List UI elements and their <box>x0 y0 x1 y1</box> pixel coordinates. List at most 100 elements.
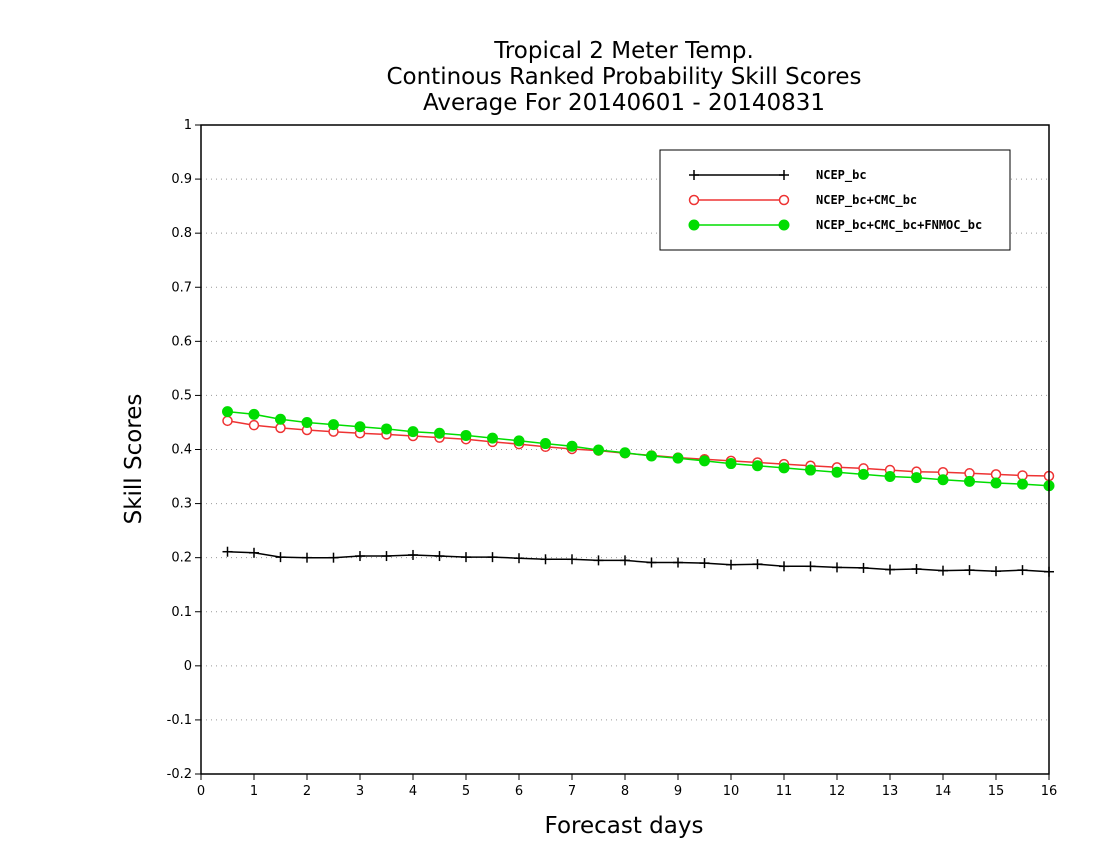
filled-circle-marker <box>513 435 525 447</box>
plus-marker <box>540 554 551 565</box>
legend-label: NCEP_bc <box>816 168 867 183</box>
plus-marker <box>779 170 789 180</box>
plus-marker <box>673 557 683 568</box>
filled-circle-marker <box>248 408 260 420</box>
series-layer <box>222 406 1055 577</box>
filled-circle-marker <box>778 219 790 231</box>
filled-circle-marker <box>858 468 869 480</box>
filled-circle-marker <box>407 426 419 438</box>
filled-circle-marker <box>911 472 922 484</box>
plus-marker <box>689 170 699 180</box>
filled-circle-marker <box>805 464 816 476</box>
plus-marker <box>434 551 445 562</box>
plus-marker <box>752 559 763 570</box>
filled-circle-marker <box>434 427 445 439</box>
filled-circle-marker <box>301 416 313 428</box>
filled-circle-marker <box>593 444 604 456</box>
plus-marker <box>699 558 710 569</box>
chart-title-line-1: Tropical 2 Meter Temp. <box>493 38 754 64</box>
x-tick-label: 12 <box>829 784 846 799</box>
x-tick-label: 5 <box>462 784 470 799</box>
filled-circle-marker <box>619 447 631 459</box>
legend-entry: NCEP_bc <box>689 168 867 183</box>
plus-marker <box>593 555 604 566</box>
open-circle-marker <box>688 194 700 206</box>
x-tick-label: 7 <box>568 784 576 799</box>
x-tick-label: 16 <box>1041 784 1058 799</box>
plus-marker <box>726 559 736 570</box>
y-tick-label: 0.2 <box>171 551 192 566</box>
y-tick-label: 0.5 <box>171 388 192 403</box>
series-line <box>227 550 1050 573</box>
legend-label: NCEP_bc+CMC_bc+FNMOC_bc <box>816 218 982 233</box>
plus-marker <box>381 551 392 562</box>
series-ncep-bc <box>222 546 1054 577</box>
filled-circle-marker <box>752 460 763 472</box>
chart-title-line-2: Continous Ranked Probability Skill Score… <box>386 64 861 90</box>
filled-circle-marker <box>275 413 286 425</box>
filled-circle-marker <box>778 462 790 474</box>
filled-circle-marker <box>884 471 896 483</box>
legend-label: NCEP_bc+CMC_bc <box>816 193 917 208</box>
filled-circle-marker <box>990 477 1002 489</box>
filled-circle-marker <box>460 429 472 441</box>
y-axis-title: Skill Scores <box>121 394 147 525</box>
plus-marker <box>779 561 789 572</box>
x-tick-label: 3 <box>356 784 364 799</box>
x-tick-label: 4 <box>409 784 417 799</box>
y-tick-label: 0.9 <box>171 172 192 187</box>
x-tick-label: 14 <box>935 784 952 799</box>
filled-circle-marker <box>381 423 392 435</box>
plus-marker <box>620 555 630 566</box>
plus-marker <box>461 552 471 563</box>
series-line <box>227 420 1050 477</box>
plus-marker <box>805 561 816 572</box>
plus-marker <box>858 562 869 573</box>
filled-circle-marker <box>672 452 684 464</box>
x-axis-title: Forecast days <box>545 813 704 839</box>
plus-marker <box>991 566 1001 577</box>
plus-marker <box>222 546 233 557</box>
open-circle-marker <box>275 422 286 434</box>
plus-marker <box>911 564 922 575</box>
plus-marker <box>275 552 286 563</box>
filled-circle-marker <box>699 455 710 467</box>
open-circle-marker <box>1017 470 1028 481</box>
chart-title-line-3: Average For 20140601 - 20140831 <box>423 90 825 116</box>
filled-circle-marker <box>566 440 578 452</box>
x-tick-label: 11 <box>776 784 793 799</box>
plus-marker <box>249 547 259 558</box>
open-circle-marker <box>248 419 260 431</box>
plus-marker <box>832 562 842 573</box>
filled-circle-marker <box>831 466 843 478</box>
series-line <box>227 410 1050 487</box>
y-tick-label: 0.6 <box>171 334 192 349</box>
legend-entry: NCEP_bc+CMC_bc+FNMOC_bc <box>688 218 982 233</box>
filled-circle-marker <box>646 450 657 462</box>
y-tick-label: -0.2 <box>167 767 192 782</box>
plus-marker <box>408 549 418 560</box>
filled-circle-marker <box>964 475 975 487</box>
plus-marker <box>646 557 657 568</box>
plus-marker <box>938 565 948 576</box>
x-tick-label: 8 <box>621 784 629 799</box>
y-tick-label: 0.4 <box>171 443 192 458</box>
x-tick-label: 6 <box>515 784 523 799</box>
y-tick-label: 0.1 <box>171 605 192 620</box>
x-tick-label: 15 <box>988 784 1005 799</box>
filled-circle-marker <box>540 438 551 450</box>
x-tick-label: 0 <box>197 784 205 799</box>
filled-circle-marker <box>688 219 700 231</box>
open-circle-marker <box>222 415 233 427</box>
x-tick-label: 1 <box>250 784 258 799</box>
x-tick-label: 10 <box>723 784 740 799</box>
plus-marker <box>885 564 895 575</box>
plus-marker <box>355 551 365 562</box>
plus-marker <box>302 552 312 563</box>
legend: NCEP_bc NCEP_bc+CMC_bc NCEP_bc+CMC_bc+FNMO… <box>659 149 1011 251</box>
y-tick-label: 0.3 <box>171 497 192 512</box>
open-circle-marker <box>990 469 1002 480</box>
filled-circle-marker <box>328 419 339 431</box>
y-tick-label: 1 <box>184 118 192 133</box>
